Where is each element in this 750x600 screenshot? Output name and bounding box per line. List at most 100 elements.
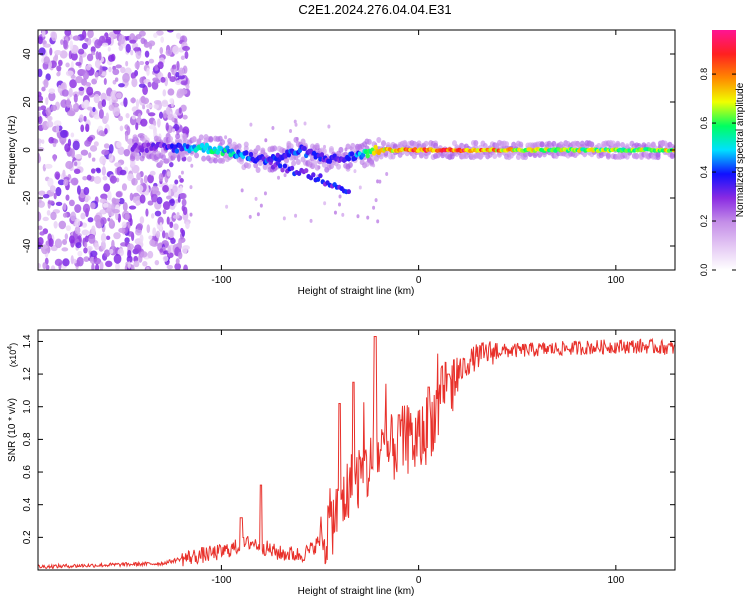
noise-blob [189,212,193,217]
snr-x-label: Height of straight line (km) [298,586,415,597]
noise-blob [168,187,172,198]
noise-blob [84,197,89,203]
noise-blob [63,178,69,187]
noise-blob [140,251,148,258]
spectrogram-x-tick-label: 100 [607,275,624,286]
noise-blob [165,122,169,131]
noise-blob [131,115,136,120]
noise-blob [100,232,107,243]
noise-blob [64,30,72,37]
noise-blob [172,45,180,55]
noise-blob [38,236,44,246]
noise-blob [53,192,57,200]
noise-blob [49,47,53,56]
noise-blob [123,149,130,157]
noise-blob [259,203,263,208]
noise-blob [153,103,159,110]
noise-blob [45,73,51,81]
noise-blob [84,241,88,248]
noise-blob [99,198,107,204]
noise-blob [101,42,109,47]
noise-blob [130,49,134,56]
noise-blob [294,122,298,127]
noise-blob [99,155,107,165]
noise-blob [125,43,131,53]
noise-blob [41,30,46,38]
noise-blob [83,115,87,122]
noise-blob [129,39,137,44]
noise-blob [102,175,108,181]
noise-blob [181,198,187,207]
noise-blob [83,186,90,196]
noise-blob [95,51,100,60]
noise-blob [61,89,69,97]
noise-blob [122,72,130,83]
noise-blob [38,153,41,163]
noise-blob [155,230,161,239]
ridge-halo [288,143,294,150]
noise-blob [65,62,70,68]
noise-blob [98,108,104,119]
noise-blob [163,158,170,164]
noise-blob [327,124,331,129]
noise-blob [49,185,56,193]
snr-x-tick-label: 100 [607,575,624,586]
noise-blob [44,163,53,169]
noise-blob [118,34,126,45]
noise-blob [131,77,138,88]
noise-blob [100,240,106,251]
noise-blob [256,212,260,217]
noise-blob [153,32,158,39]
noise-blob [174,262,182,270]
spectrogram-y-axis: -40 -20 0 20 40 [22,48,675,253]
noise-blob [162,184,169,193]
noise-blob [166,30,174,33]
branch-blob [318,173,323,179]
ridge-halo [492,152,498,159]
ridge-halo [293,136,299,143]
noise-blob [85,64,91,71]
noise-blob [124,237,130,244]
noise-blob [87,30,94,39]
noise-blob [38,111,41,118]
colorbar-tick-label: 0.4 [699,166,709,179]
snr-x-tick-label: 0 [416,575,422,586]
noise-blob [162,255,169,262]
noise-blob [159,47,164,55]
noise-blob [108,104,115,111]
noise-blob [110,90,118,100]
noise-blob [46,120,54,128]
ridge-halo [321,161,327,168]
noise-blob [74,154,83,159]
ridge-halo [295,159,301,166]
noise-blob [151,185,159,195]
noise-blob [56,65,62,72]
noise-blob [135,200,140,206]
noise-blob [166,171,171,177]
noise-blob [60,99,68,108]
noise-blob [136,172,142,181]
noise-blob [70,255,74,265]
noise-blob [169,98,174,104]
noise-blob [128,205,137,210]
spectrogram-plot-area [38,30,675,270]
noise-blob [70,148,75,159]
noise-blob [293,119,297,124]
ridge-halo [376,137,382,144]
ridge-halo [605,153,611,160]
noise-blob [263,191,267,196]
noise-blob [179,185,183,194]
noise-blob [93,114,101,120]
noise-blob [165,49,173,57]
noise-blob [282,216,286,221]
noise-blob [170,237,176,244]
noise-blob [118,83,125,88]
ridge-blob [363,148,369,155]
noise-blob [90,46,96,53]
colorbar-tick-label: 0.0 [699,264,709,277]
noise-blob [69,79,77,89]
noise-blob [147,174,154,184]
noise-blob [142,261,148,267]
noise-blob [66,110,75,117]
ridge-blob [139,147,145,153]
